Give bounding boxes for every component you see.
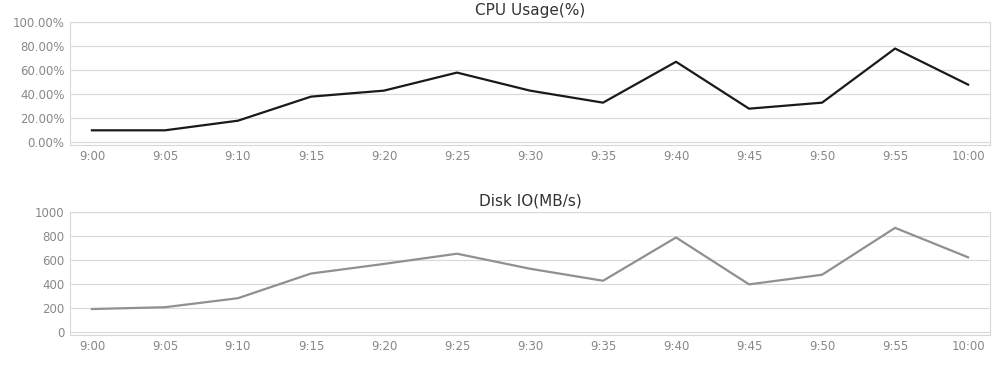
Title: Disk IO(MB/s): Disk IO(MB/s) [479, 193, 581, 208]
Title: CPU Usage(%): CPU Usage(%) [475, 3, 585, 18]
